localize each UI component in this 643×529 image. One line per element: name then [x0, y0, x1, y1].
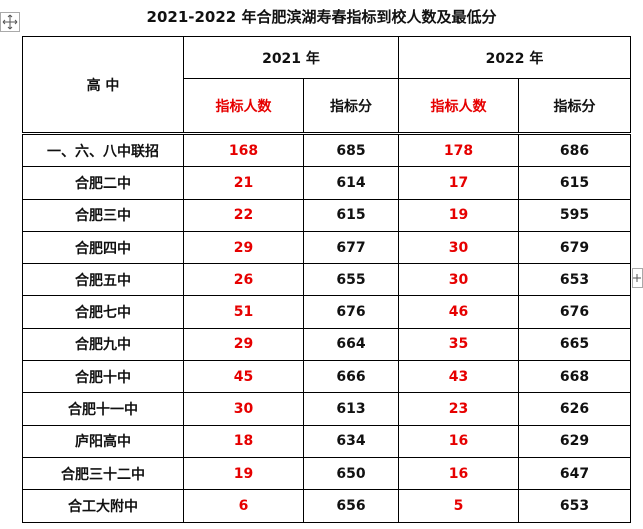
table: 高 中 2021 年 2022 年 指标人数 指标分 指标人数 指标分 一、六、八中联…	[22, 36, 631, 523]
table-cell: 合肥三中	[22, 198, 184, 232]
table-cell: 679	[518, 230, 631, 265]
table-cell: 686	[518, 131, 631, 168]
table-cell: 595	[518, 198, 631, 232]
table-cell: 677	[303, 230, 399, 265]
table-cell: 一、六、八中联招	[22, 131, 184, 168]
table-cell: 19	[398, 198, 519, 232]
table-row: 合工大附中 6 656 5 653	[22, 489, 631, 523]
table-cell: 合肥二中	[22, 166, 184, 200]
table-cell: 664	[303, 327, 399, 362]
table-cell: 614	[303, 166, 399, 200]
table-cell: 合肥十中	[22, 360, 184, 394]
table-row: 合肥九中 29 664 35 665	[22, 327, 631, 362]
table-cell: 29	[183, 230, 304, 265]
table-row: 合肥二中 21 614 17 615	[22, 166, 631, 200]
table-cell: 634	[303, 424, 399, 458]
table-cell: 22	[183, 198, 304, 232]
table-row: 庐阳高中 18 634 16 629	[22, 424, 631, 458]
table-cell: 676	[303, 295, 399, 329]
table-cell: 5	[398, 489, 519, 523]
table-cell: 21	[183, 166, 304, 200]
add-column-handle[interactable]	[632, 268, 643, 288]
table-cell: 51	[183, 295, 304, 329]
table-cell: 676	[518, 295, 631, 329]
table-cell: 29	[183, 327, 304, 362]
table-cell: 35	[398, 327, 519, 362]
header-cell: 2021 年	[183, 36, 399, 79]
table-row: 合肥十一中 30 613 23 626	[22, 392, 631, 426]
table-row: 合肥三中 22 615 19 595	[22, 198, 631, 232]
table-row: 合肥三十二中 19 650 16 647	[22, 456, 631, 491]
table-cell: 合肥三十二中	[22, 456, 184, 491]
table-cell: 19	[183, 456, 304, 491]
table-cell: 629	[518, 424, 631, 458]
table-cell: 46	[398, 295, 519, 329]
table-cell: 6	[183, 489, 304, 523]
table-cell: 45	[183, 360, 304, 394]
table-cell: 168	[183, 131, 304, 168]
table-cell: 615	[303, 198, 399, 232]
table-cell: 庐阳高中	[22, 424, 184, 458]
table-cell: 653	[518, 263, 631, 297]
table-cell: 647	[518, 456, 631, 491]
table-row: 合肥五中 26 655 30 653	[22, 263, 631, 297]
table-cell: 指标分	[303, 78, 399, 134]
table-cell: 指标人数	[398, 78, 519, 134]
table-cell: 685	[303, 131, 399, 168]
table-cell: 613	[303, 392, 399, 426]
table-cell: 668	[518, 360, 631, 394]
table-cell: 650	[303, 456, 399, 491]
table-cell: 656	[303, 489, 399, 523]
table-row: 一、六、八中联招 168 685 178 686	[22, 131, 631, 168]
table-cell: 30	[398, 230, 519, 265]
table-cell: 合肥十一中	[22, 392, 184, 426]
table-cell: 合工大附中	[22, 489, 184, 523]
table-cell: 30	[183, 392, 304, 426]
table-cell: 43	[398, 360, 519, 394]
table-cell: 指标分	[518, 78, 631, 134]
table-cell: 23	[398, 392, 519, 426]
table-row: 合肥七中 51 676 46 676	[22, 295, 631, 329]
table-cell: 626	[518, 392, 631, 426]
table-cell: 30	[398, 263, 519, 297]
table-cell: 16	[398, 424, 519, 458]
table-cell: 655	[303, 263, 399, 297]
table-cell: 666	[303, 360, 399, 394]
table-cell: 653	[518, 489, 631, 523]
table-cell: 665	[518, 327, 631, 362]
title: 2021-2022 年合肥滨湖寿春指标到校人数及最低分	[146, 8, 497, 26]
header-cell: 2022 年	[398, 36, 631, 79]
table-cell: 18	[183, 424, 304, 458]
table-cell: 合肥九中	[22, 327, 184, 362]
table-cell: 17	[398, 166, 519, 200]
header-cell: 高 中	[22, 36, 184, 134]
table-cell: 指标人数	[183, 78, 304, 134]
table-cell: 615	[518, 166, 631, 200]
move-handle[interactable]	[0, 12, 20, 32]
table-row: 合肥十中 45 666 43 668	[22, 360, 631, 394]
table-cell: 合肥七中	[22, 295, 184, 329]
table-cell: 合肥四中	[22, 230, 184, 265]
table-cell: 178	[398, 131, 519, 168]
table-cell: 16	[398, 456, 519, 491]
table-row: 合肥四中 29 677 30 679	[22, 230, 631, 265]
table-cell: 26	[183, 263, 304, 297]
table-cell: 合肥五中	[22, 263, 184, 297]
